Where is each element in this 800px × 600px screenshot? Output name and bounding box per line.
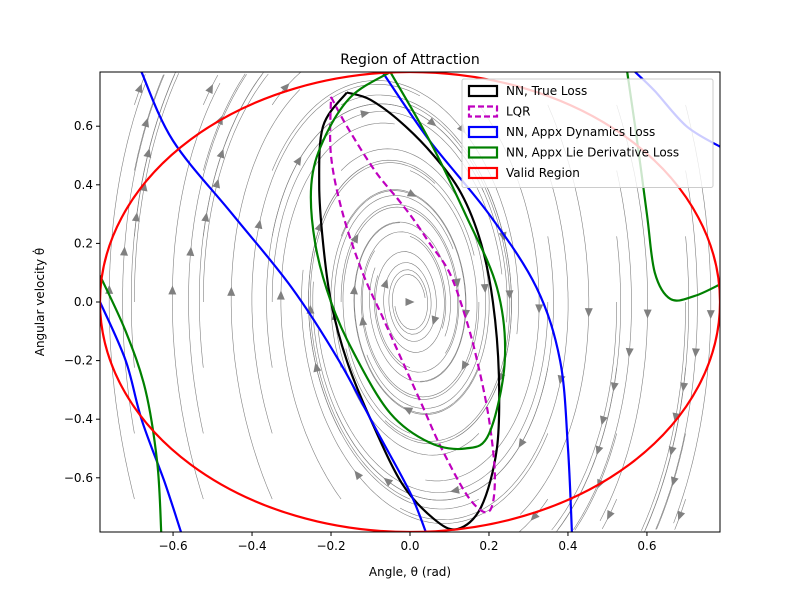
streamline-arrow xyxy=(607,509,615,520)
streamline-arrow xyxy=(406,189,417,197)
y-tick-label: −0.2 xyxy=(64,354,93,368)
y-tick-label: −0.6 xyxy=(64,471,93,485)
streamline-arrow xyxy=(205,84,213,95)
streamline-arrow xyxy=(293,156,302,166)
series-nn-true-loss xyxy=(318,91,501,531)
streamline-arrow xyxy=(168,285,177,295)
legend-swatch xyxy=(467,166,499,180)
x-tick-label: 0.4 xyxy=(558,539,577,553)
streamline-arrow xyxy=(668,446,677,456)
streamline-arrow xyxy=(450,485,460,494)
streamline-arrow xyxy=(426,117,437,127)
legend-label: NN, True Loss xyxy=(506,84,587,98)
y-tick-label: 0.6 xyxy=(74,119,93,133)
legend-swatch xyxy=(467,146,499,159)
legend-swatch xyxy=(467,84,499,98)
streamline-arrow xyxy=(672,412,681,423)
series-nn-appx-dynamics-loss-segment xyxy=(140,72,427,532)
streamline-arrow xyxy=(461,360,470,371)
streamline-arrow xyxy=(139,181,148,192)
streamline-arrow xyxy=(276,290,285,300)
y-tick-label: 0.0 xyxy=(74,295,93,309)
streamline-arrow xyxy=(143,148,152,158)
streamline-arrow xyxy=(677,510,686,521)
series-nn-appx-dynamics-loss-segment xyxy=(100,301,183,532)
x-tick-label: 0.2 xyxy=(479,539,498,553)
x-ticks: −0.6 −0.4 −0.2 0.0 0.2 0.4 0.6 xyxy=(158,532,656,553)
streamline-arrow xyxy=(350,233,359,244)
legend-swatch xyxy=(467,105,499,118)
streamline-arrow xyxy=(131,212,140,222)
streamline-arrow xyxy=(212,178,221,189)
streamline-arrow xyxy=(405,298,415,306)
streamline-arrow xyxy=(349,285,358,295)
y-tick-label: 0.2 xyxy=(74,236,93,250)
y-axis-label: Angular velocity θ̇ xyxy=(32,248,47,357)
legend-label: NN, Appx Lie Derivative Loss xyxy=(506,146,679,160)
streamline-arrow xyxy=(625,347,634,358)
x-tick-label: 0.6 xyxy=(637,539,656,553)
streamline-arrow xyxy=(599,415,608,426)
legend-label: Valid Region xyxy=(506,166,580,180)
legend-swatch xyxy=(467,125,499,139)
streamline-arrow xyxy=(186,246,195,257)
x-axis-label: Angle, θ (rad) xyxy=(369,565,451,579)
streamline-arrow xyxy=(480,283,489,294)
streamline-arrow xyxy=(280,83,290,93)
chart-title: Region of Attraction xyxy=(340,52,479,68)
streamline-arrow xyxy=(254,219,263,230)
series-nn-appx-lie-derivative-loss-segment xyxy=(100,275,163,532)
x-tick-label: −0.4 xyxy=(237,539,266,553)
streamline-arrow xyxy=(359,316,368,326)
y-ticks: −0.6 −0.4 −0.2 0.0 0.2 0.4 0.6 xyxy=(64,119,100,485)
y-tick-label: 0.4 xyxy=(74,178,93,192)
streamline-arrow xyxy=(670,476,679,487)
streamline-arrow xyxy=(354,470,364,481)
streamline-arrow xyxy=(643,309,652,319)
legend: NN, True Loss LQR NN, Appx Dynamics Loss NN… xyxy=(461,78,714,188)
streamline-arrow xyxy=(120,246,128,256)
streamline-arrow xyxy=(680,382,689,392)
streamline-arrow xyxy=(431,315,440,326)
streamline-arrow xyxy=(141,117,150,128)
streamline-arrow xyxy=(201,212,210,222)
streamline-arrow xyxy=(692,348,700,358)
streamline-arrow xyxy=(313,362,322,373)
streamline-arrow xyxy=(518,438,527,448)
streamline-arrow xyxy=(584,308,593,318)
streamline-arrow xyxy=(452,278,461,288)
streamline-arrow xyxy=(610,382,619,392)
series-nn-appx-lie-derivative-loss-segment xyxy=(309,72,507,451)
streamline-arrow xyxy=(706,310,715,320)
series-lqr xyxy=(329,96,497,514)
streamline-arrow xyxy=(134,83,143,94)
x-tick-label: −0.6 xyxy=(158,539,187,553)
legend-label: LQR xyxy=(506,105,530,119)
streamline-arrow xyxy=(360,110,370,119)
streamline-arrow xyxy=(535,304,544,314)
streamline-arrow xyxy=(530,511,540,521)
x-tick-label: −0.2 xyxy=(316,539,345,553)
streamline-arrow xyxy=(216,148,225,159)
streamline-arrow xyxy=(403,407,414,415)
x-tick-label: 0.0 xyxy=(400,539,419,553)
y-tick-label: −0.4 xyxy=(64,412,93,426)
streamline-arrow xyxy=(380,278,389,289)
streamline-arrow xyxy=(227,286,236,296)
legend-box xyxy=(461,78,714,188)
legend-label: NN, Appx Dynamics Loss xyxy=(506,125,655,139)
